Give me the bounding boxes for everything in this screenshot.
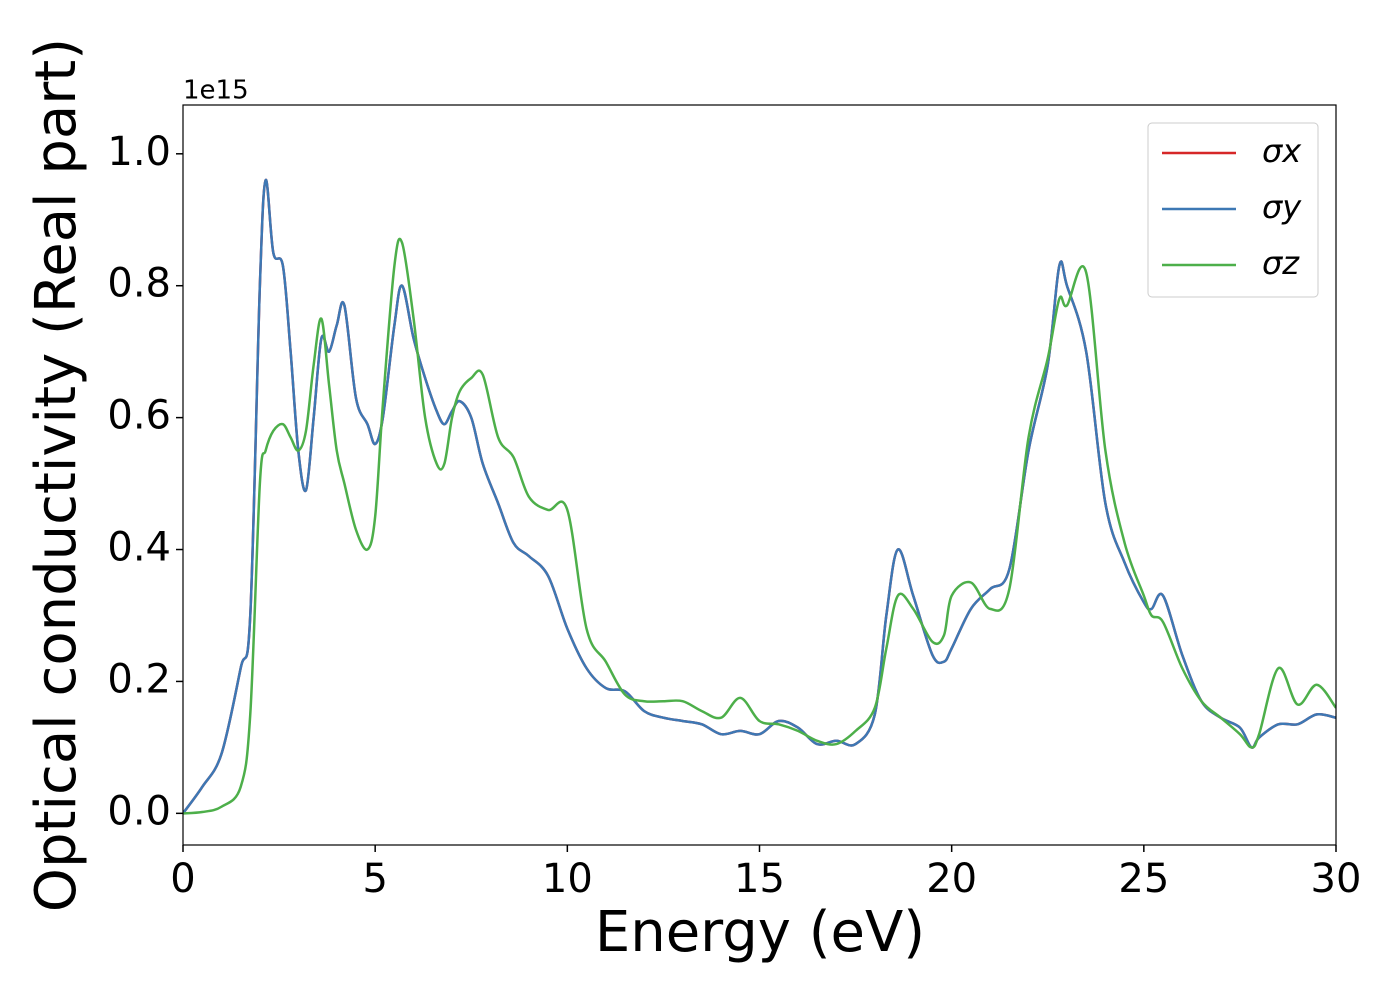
legend-label: σy (1262, 188, 1302, 226)
x-tick-label: 10 (542, 856, 593, 902)
y-tick-label: 0.4 (107, 525, 171, 571)
y-tick-label: 0.0 (107, 788, 171, 834)
legend-label: σz (1262, 244, 1300, 282)
x-tick-label: 5 (362, 856, 387, 902)
x-tick-label: 20 (926, 856, 977, 902)
x-tick-label: 0 (170, 856, 195, 902)
x-axis-label: Energy (eV) (595, 900, 925, 965)
legend-label: σx (1262, 132, 1302, 170)
y-tick-label: 1.0 (107, 129, 171, 175)
y-axis-label: Optical conductivity (Real part) (24, 38, 89, 912)
y-tick-label: 0.2 (107, 656, 171, 702)
plot-frame (182, 104, 1337, 846)
y-tick-label: 0.6 (107, 393, 171, 439)
offset-text: 1e15 (183, 76, 249, 106)
x-tick-label: 30 (1311, 856, 1362, 902)
x-tick-label: 25 (1118, 856, 1169, 902)
series-line (183, 178, 1336, 815)
y-tick-label: 0.8 (107, 261, 171, 307)
series-line (183, 237, 1336, 815)
x-tick-label: 15 (734, 856, 785, 902)
